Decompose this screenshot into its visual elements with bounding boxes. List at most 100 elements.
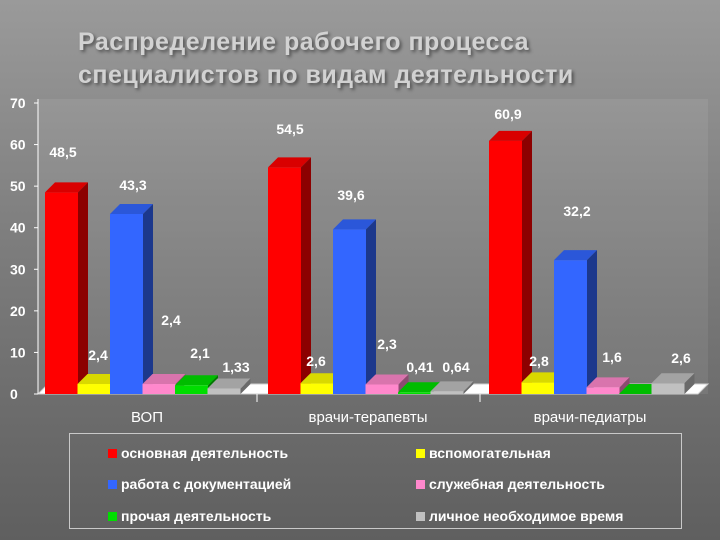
bar-side (522, 130, 532, 394)
y-tick-label: 0 (10, 386, 18, 402)
bar-top (268, 157, 311, 168)
bar-side (366, 219, 376, 394)
bar (110, 203, 153, 394)
slide-title: Распределение рабочего процесса специали… (78, 26, 698, 92)
bar-side (587, 250, 597, 394)
data-label: 0,64 (442, 359, 469, 375)
legend-swatch (416, 448, 425, 458)
legend-swatch (416, 511, 425, 521)
bar-side (619, 377, 630, 394)
bar (619, 384, 662, 394)
legend-label: служебная деятельность (429, 476, 605, 492)
legend-label: работа с документацией (121, 476, 292, 492)
data-label: 2,6 (671, 350, 691, 366)
bar-side (301, 157, 311, 394)
bar (651, 373, 695, 394)
data-label: 39,6 (337, 187, 364, 203)
bar-top (398, 382, 441, 393)
y-tick-label: 70 (10, 95, 26, 111)
bar-front (521, 382, 555, 394)
legend-label: основная деятельность (121, 445, 289, 461)
bar (333, 219, 376, 394)
bar-front (651, 383, 685, 394)
bar-front (77, 384, 111, 394)
bar (554, 250, 597, 394)
legend-label: вспомогательная (429, 445, 551, 461)
bar-side (240, 378, 251, 394)
bar-front (430, 391, 464, 394)
bar-top (77, 374, 121, 385)
x-category-label: ВОП (131, 409, 163, 426)
data-label: 2,4 (161, 312, 181, 328)
data-label: 54,5 (276, 121, 303, 137)
bar (430, 381, 474, 394)
data-label: 0,41 (406, 359, 433, 375)
bar-top (365, 374, 409, 385)
bar-top (651, 373, 695, 384)
y-tick-label: 40 (10, 220, 26, 236)
bar-side (398, 374, 409, 394)
bar-front (365, 384, 399, 394)
legend-item: прочая деятельность (108, 507, 271, 525)
data-label: 2,3 (377, 336, 397, 352)
bar-top (489, 130, 532, 141)
bar-top (110, 203, 153, 214)
bar (586, 377, 630, 394)
data-label: 1,33 (222, 359, 249, 375)
bar-top (430, 381, 474, 392)
data-label: 2,6 (306, 353, 326, 369)
legend-swatch (108, 448, 117, 458)
bar-top (45, 182, 88, 193)
bar-top (586, 377, 630, 388)
slide-title-line-2: специалистов по видам деятельности (78, 61, 574, 89)
x-category-label: врачи-педиатры (534, 409, 647, 426)
data-label: 1,6 (602, 349, 622, 365)
legend-swatch (416, 479, 425, 489)
legend-item: личное необходимое время (416, 507, 623, 525)
data-label: 2,1 (190, 345, 210, 361)
bar (268, 157, 311, 394)
bar-front (300, 383, 334, 394)
legend-swatch (108, 479, 117, 489)
bar-top (300, 373, 344, 384)
bar-top (175, 375, 218, 386)
legend-item: работа с документацией (108, 475, 291, 493)
bar-front (142, 384, 176, 394)
bar-top (619, 384, 662, 394)
y-tick-label: 60 (10, 137, 26, 153)
legend-item: служебная деятельность (416, 475, 605, 493)
bar-front (333, 229, 366, 394)
bar (489, 130, 532, 394)
bar-top (554, 250, 597, 261)
bar-side (143, 203, 153, 394)
bar-top (207, 378, 251, 389)
bar-top (142, 374, 186, 385)
data-label: 48,5 (49, 144, 76, 160)
bar-top (333, 219, 376, 230)
bar-front (268, 167, 301, 394)
bar (365, 374, 409, 394)
data-label: 32,2 (563, 203, 590, 219)
bar-front (586, 387, 620, 394)
bar-side (78, 182, 88, 394)
bar-front (175, 385, 208, 394)
bar (207, 378, 251, 394)
bar-front (398, 392, 431, 394)
data-label: 43,3 (119, 177, 146, 193)
slide-title-line-1: Распределение рабочего процесса (78, 28, 530, 56)
legend-label: прочая деятельность (121, 508, 272, 524)
chart-legend: основная деятельность вспомогательная рабо… (69, 433, 682, 529)
data-label: 2,4 (88, 347, 108, 363)
bar-front (489, 140, 522, 394)
data-label: 60,9 (494, 106, 521, 122)
bar (45, 182, 88, 394)
data-label: 2,8 (529, 353, 549, 369)
bar-top (521, 372, 565, 383)
legend-item: основная деятельность (108, 444, 288, 462)
bar-side (684, 373, 695, 394)
legend-item: вспомогательная (416, 444, 551, 462)
y-tick-label: 30 (10, 261, 26, 277)
legend-swatch (108, 511, 117, 521)
y-tick-label: 50 (10, 178, 26, 194)
